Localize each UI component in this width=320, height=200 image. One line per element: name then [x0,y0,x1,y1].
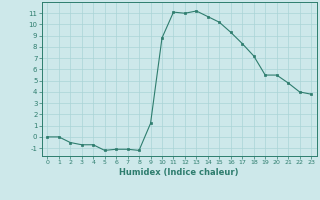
X-axis label: Humidex (Indice chaleur): Humidex (Indice chaleur) [119,168,239,177]
